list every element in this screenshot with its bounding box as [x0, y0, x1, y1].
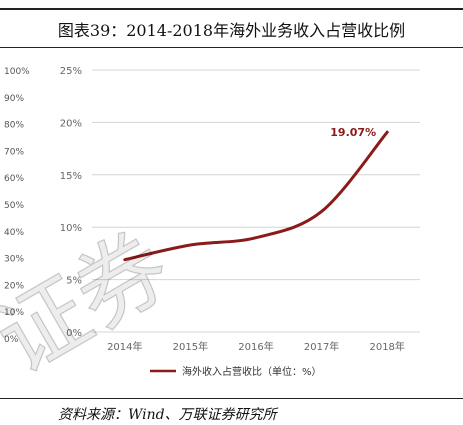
background-axis-label: 60%	[4, 174, 24, 184]
y-tick-label: 5%	[66, 276, 82, 287]
background-axis-label: 50%	[4, 201, 24, 211]
background-axis-label: 20%	[4, 281, 24, 291]
data-label-2018: 19.07%	[330, 126, 376, 139]
background-axis-label: 90%	[4, 94, 24, 104]
x-tick-label: 2017年	[304, 340, 339, 353]
chart-title-bar: 图表39：2014-2018年海外业务收入占营收比例	[0, 8, 463, 48]
legend: 海外收入占营收比（单位：%）	[150, 365, 322, 378]
y-tick-label: 25%	[60, 66, 82, 77]
x-tick-label: 2018年	[369, 340, 404, 353]
footer-divider	[0, 398, 463, 399]
x-tick-label: 2015年	[173, 340, 208, 353]
background-axis-label: 70%	[4, 147, 24, 157]
y-tick-label: 0%	[66, 328, 82, 339]
x-tick-label: 2016年	[238, 340, 273, 353]
y-tick-label: 20%	[60, 118, 82, 129]
y-axis-ticks: 0% 5% 10% 15% 20% 25%	[60, 66, 82, 339]
background-axis-label: 30%	[4, 255, 24, 265]
series-line	[123, 130, 389, 262]
background-axis: 100% 90% 80% 70% 60% 50% 40% 30% 20% 10% 0%	[4, 67, 30, 345]
background-axis-label: 0%	[4, 335, 19, 345]
chart-title: 图表39：2014-2018年海外业务收入占营收比例	[57, 20, 406, 40]
y-tick-label: 10%	[60, 223, 82, 234]
background-axis-label: 80%	[4, 121, 24, 131]
background-axis-label: 100%	[4, 67, 30, 77]
source-note: 资料来源：Wind、万联证券研究所	[58, 407, 277, 423]
background-axis-label: 40%	[4, 228, 24, 238]
y-tick-label: 15%	[60, 171, 82, 182]
grid-lines	[92, 69, 420, 333]
watermark: 证券	[0, 213, 187, 394]
background-axis-label: 10%	[4, 308, 24, 318]
legend-label: 海外收入占营收比（单位：%）	[182, 365, 322, 378]
x-tick-label: 2014年	[107, 340, 142, 353]
x-axis-ticks: 2014年 2015年 2016年 2017年 2018年	[107, 340, 405, 353]
